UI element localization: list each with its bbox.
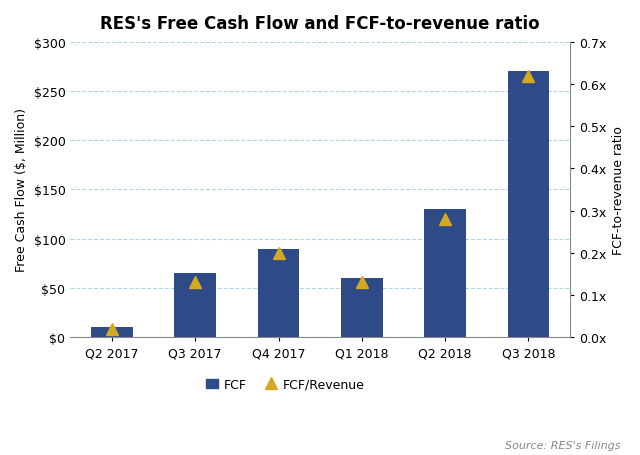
- Bar: [258, 249, 300, 337]
- Text: Source: RES's Filings: Source: RES's Filings: [506, 440, 621, 450]
- Title: RES's Free Cash Flow and FCF-to-revenue ratio: RES's Free Cash Flow and FCF-to-revenue …: [100, 15, 540, 33]
- Bar: [175, 273, 216, 337]
- Bar: [424, 210, 466, 337]
- Legend: FCF, FCF/Revenue: FCF, FCF/Revenue: [201, 373, 369, 396]
- Bar: [508, 72, 549, 337]
- Y-axis label: FCF-to-revenue ratio: FCF-to-revenue ratio: [612, 126, 625, 254]
- Bar: [91, 328, 132, 337]
- Bar: [341, 278, 383, 337]
- Y-axis label: Free Cash Flow ($, Million): Free Cash Flow ($, Million): [15, 108, 28, 272]
